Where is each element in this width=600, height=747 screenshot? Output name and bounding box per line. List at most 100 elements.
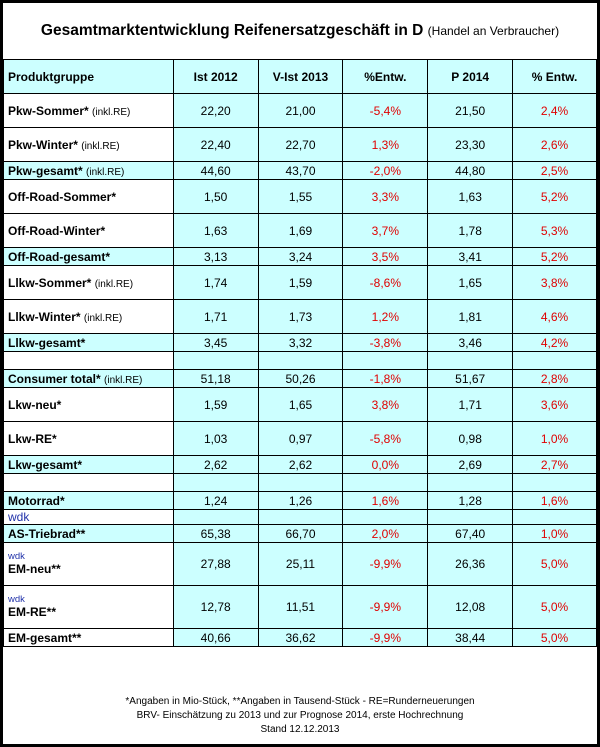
row-label: Pkw-Sommer* (inkl.RE) [3, 93, 174, 128]
header-cell: Produktgruppe [3, 59, 174, 94]
v-ist-2013-cell: 22,70 [257, 127, 344, 162]
entw-cell: 1,6% [342, 491, 429, 510]
entw-cell: -5,8% [342, 421, 429, 456]
v-ist-2013-cell: 1,69 [257, 213, 344, 248]
p-2014-cell: 51,67 [427, 369, 514, 388]
spacer-row [3, 351, 597, 370]
v-ist-2013-cell: 50,26 [257, 369, 344, 388]
entw-2014-cell: 1,6% [512, 491, 597, 510]
row-label: Pkw-gesamt* (inkl.RE) [3, 161, 174, 180]
p-2014-cell: 0,98 [427, 421, 514, 456]
row-label: wdk EM-RE** [3, 585, 174, 629]
v-ist-2013-cell: 43,70 [257, 161, 344, 180]
ist-2012-cell: 1,24 [172, 491, 259, 510]
entw-cell: 1,3% [342, 127, 429, 162]
header-cell: P 2014 [427, 59, 514, 94]
table-row-total: Off-Road-gesamt* 3,13 3,24 3,5% 3,41 5,2… [3, 247, 597, 266]
table-row: Off-Road-Winter* 1,63 1,69 3,7% 1,78 5,3… [3, 213, 597, 248]
v-ist-2013-cell: 11,51 [257, 585, 344, 629]
table-row: Off-Road-Sommer* 1,50 1,55 3,3% 1,63 5,2… [3, 179, 597, 214]
entw-2014-cell: 1,0% [512, 524, 597, 543]
entw-2014-cell: 5,3% [512, 213, 597, 248]
ist-2012-cell: 1,63 [172, 213, 259, 248]
wdk-source-label: wdk [8, 594, 25, 605]
entw-cell: 3,3% [342, 179, 429, 214]
footnote-units: *Angaben in Mio-Stück, **Angaben in Taus… [125, 696, 475, 707]
table-row-total: Llkw-gesamt* 3,45 3,32 -3,8% 3,46 4,2% [3, 333, 597, 352]
entw-cell: -9,9% [342, 542, 429, 586]
entw-2014-cell: 2,4% [512, 93, 597, 128]
row-label: AS-Triebrad** [3, 524, 174, 543]
entw-2014-cell: 2,6% [512, 127, 597, 162]
footnote-date: Stand 12.12.2013 [260, 724, 340, 735]
report-page: Gesamtmarktentwicklung Reifenersatzgesch… [3, 3, 597, 744]
v-ist-2013-cell: 36,62 [257, 628, 344, 647]
v-ist-2013-cell: 3,24 [257, 247, 344, 266]
v-ist-2013-cell: 2,62 [257, 455, 344, 474]
entw-2014-cell: 3,8% [512, 265, 597, 300]
table-row: wdk EM-neu** 27,88 25,11 -9,9% 26,36 5,0% [3, 542, 597, 586]
table-row: Llkw-Winter* (inkl.RE) 1,71 1,73 1,2% 1,… [3, 299, 597, 334]
ist-2012-cell: 2,62 [172, 455, 259, 474]
entw-cell: -3,8% [342, 333, 429, 352]
entw-cell: 3,7% [342, 213, 429, 248]
table-row-total: Consumer total* (inkl.RE) 51,18 50,26 -1… [3, 369, 597, 388]
entw-2014-cell: 5,0% [512, 628, 597, 647]
v-ist-2013-cell: 1,73 [257, 299, 344, 334]
v-ist-2013-cell: 0,97 [257, 421, 344, 456]
wdk-source-label: wdk [8, 551, 25, 562]
entw-cell: -5,4% [342, 93, 429, 128]
p-2014-cell: 26,36 [427, 542, 514, 586]
table-row-total: AS-Triebrad** 65,38 66,70 2,0% 67,40 1,0… [3, 524, 597, 543]
footnote-source: BRV- Einschätzung zu 2013 und zur Progno… [136, 710, 464, 721]
row-label: Consumer total* (inkl.RE) [3, 369, 174, 388]
row-label: Llkw-Winter* (inkl.RE) [3, 299, 174, 334]
wdk-row: wdk [3, 509, 597, 525]
row-label: Lkw-neu* [3, 387, 174, 422]
ist-2012-cell: 1,03 [172, 421, 259, 456]
row-label: Lkw-gesamt* [3, 455, 174, 474]
entw-2014-cell: 2,8% [512, 369, 597, 388]
v-ist-2013-cell: 1,55 [257, 179, 344, 214]
entw-cell: -2,0% [342, 161, 429, 180]
entw-2014-cell: 1,0% [512, 421, 597, 456]
p-2014-cell: 38,44 [427, 628, 514, 647]
entw-2014-cell: 3,6% [512, 387, 597, 422]
header-cell: V-Ist 2013 [257, 59, 344, 94]
row-label: Llkw-Sommer* (inkl.RE) [3, 265, 174, 300]
entw-cell: 3,5% [342, 247, 429, 266]
p-2014-cell: 2,69 [427, 455, 514, 474]
row-label: Lkw-RE* [3, 421, 174, 456]
header-row: Produktgruppe Ist 2012 V-Ist 2013 %Entw.… [3, 59, 597, 94]
v-ist-2013-cell: 1,26 [257, 491, 344, 510]
v-ist-2013-cell: 66,70 [257, 524, 344, 543]
ist-2012-cell: 1,59 [172, 387, 259, 422]
v-ist-2013-cell: 25,11 [257, 542, 344, 586]
entw-2014-cell: 2,5% [512, 161, 597, 180]
ist-2012-cell: 3,13 [172, 247, 259, 266]
wdk-source-label: wdk [3, 509, 174, 525]
row-label: Off-Road-gesamt* [3, 247, 174, 266]
row-label: Llkw-gesamt* [3, 333, 174, 352]
header-cell: % Entw. [512, 59, 597, 94]
p-2014-cell: 1,65 [427, 265, 514, 300]
ist-2012-cell: 44,60 [172, 161, 259, 180]
ist-2012-cell: 3,45 [172, 333, 259, 352]
entw-2014-cell: 4,2% [512, 333, 597, 352]
table-row: wdk EM-RE** 12,78 11,51 -9,9% 12,08 5,0% [3, 585, 597, 629]
row-label: Motorrad* [3, 491, 174, 510]
v-ist-2013-cell: 1,65 [257, 387, 344, 422]
entw-2014-cell: 2,7% [512, 455, 597, 474]
ist-2012-cell: 27,88 [172, 542, 259, 586]
ist-2012-cell: 22,20 [172, 93, 259, 128]
ist-2012-cell: 22,40 [172, 127, 259, 162]
entw-cell: -9,9% [342, 585, 429, 629]
entw-cell: -9,9% [342, 628, 429, 647]
row-label: Off-Road-Winter* [3, 213, 174, 248]
v-ist-2013-cell: 21,00 [257, 93, 344, 128]
entw-2014-cell: 5,2% [512, 247, 597, 266]
market-table: Produktgruppe Ist 2012 V-Ist 2013 %Entw.… [3, 59, 597, 647]
p-2014-cell: 1,71 [427, 387, 514, 422]
ist-2012-cell: 12,78 [172, 585, 259, 629]
